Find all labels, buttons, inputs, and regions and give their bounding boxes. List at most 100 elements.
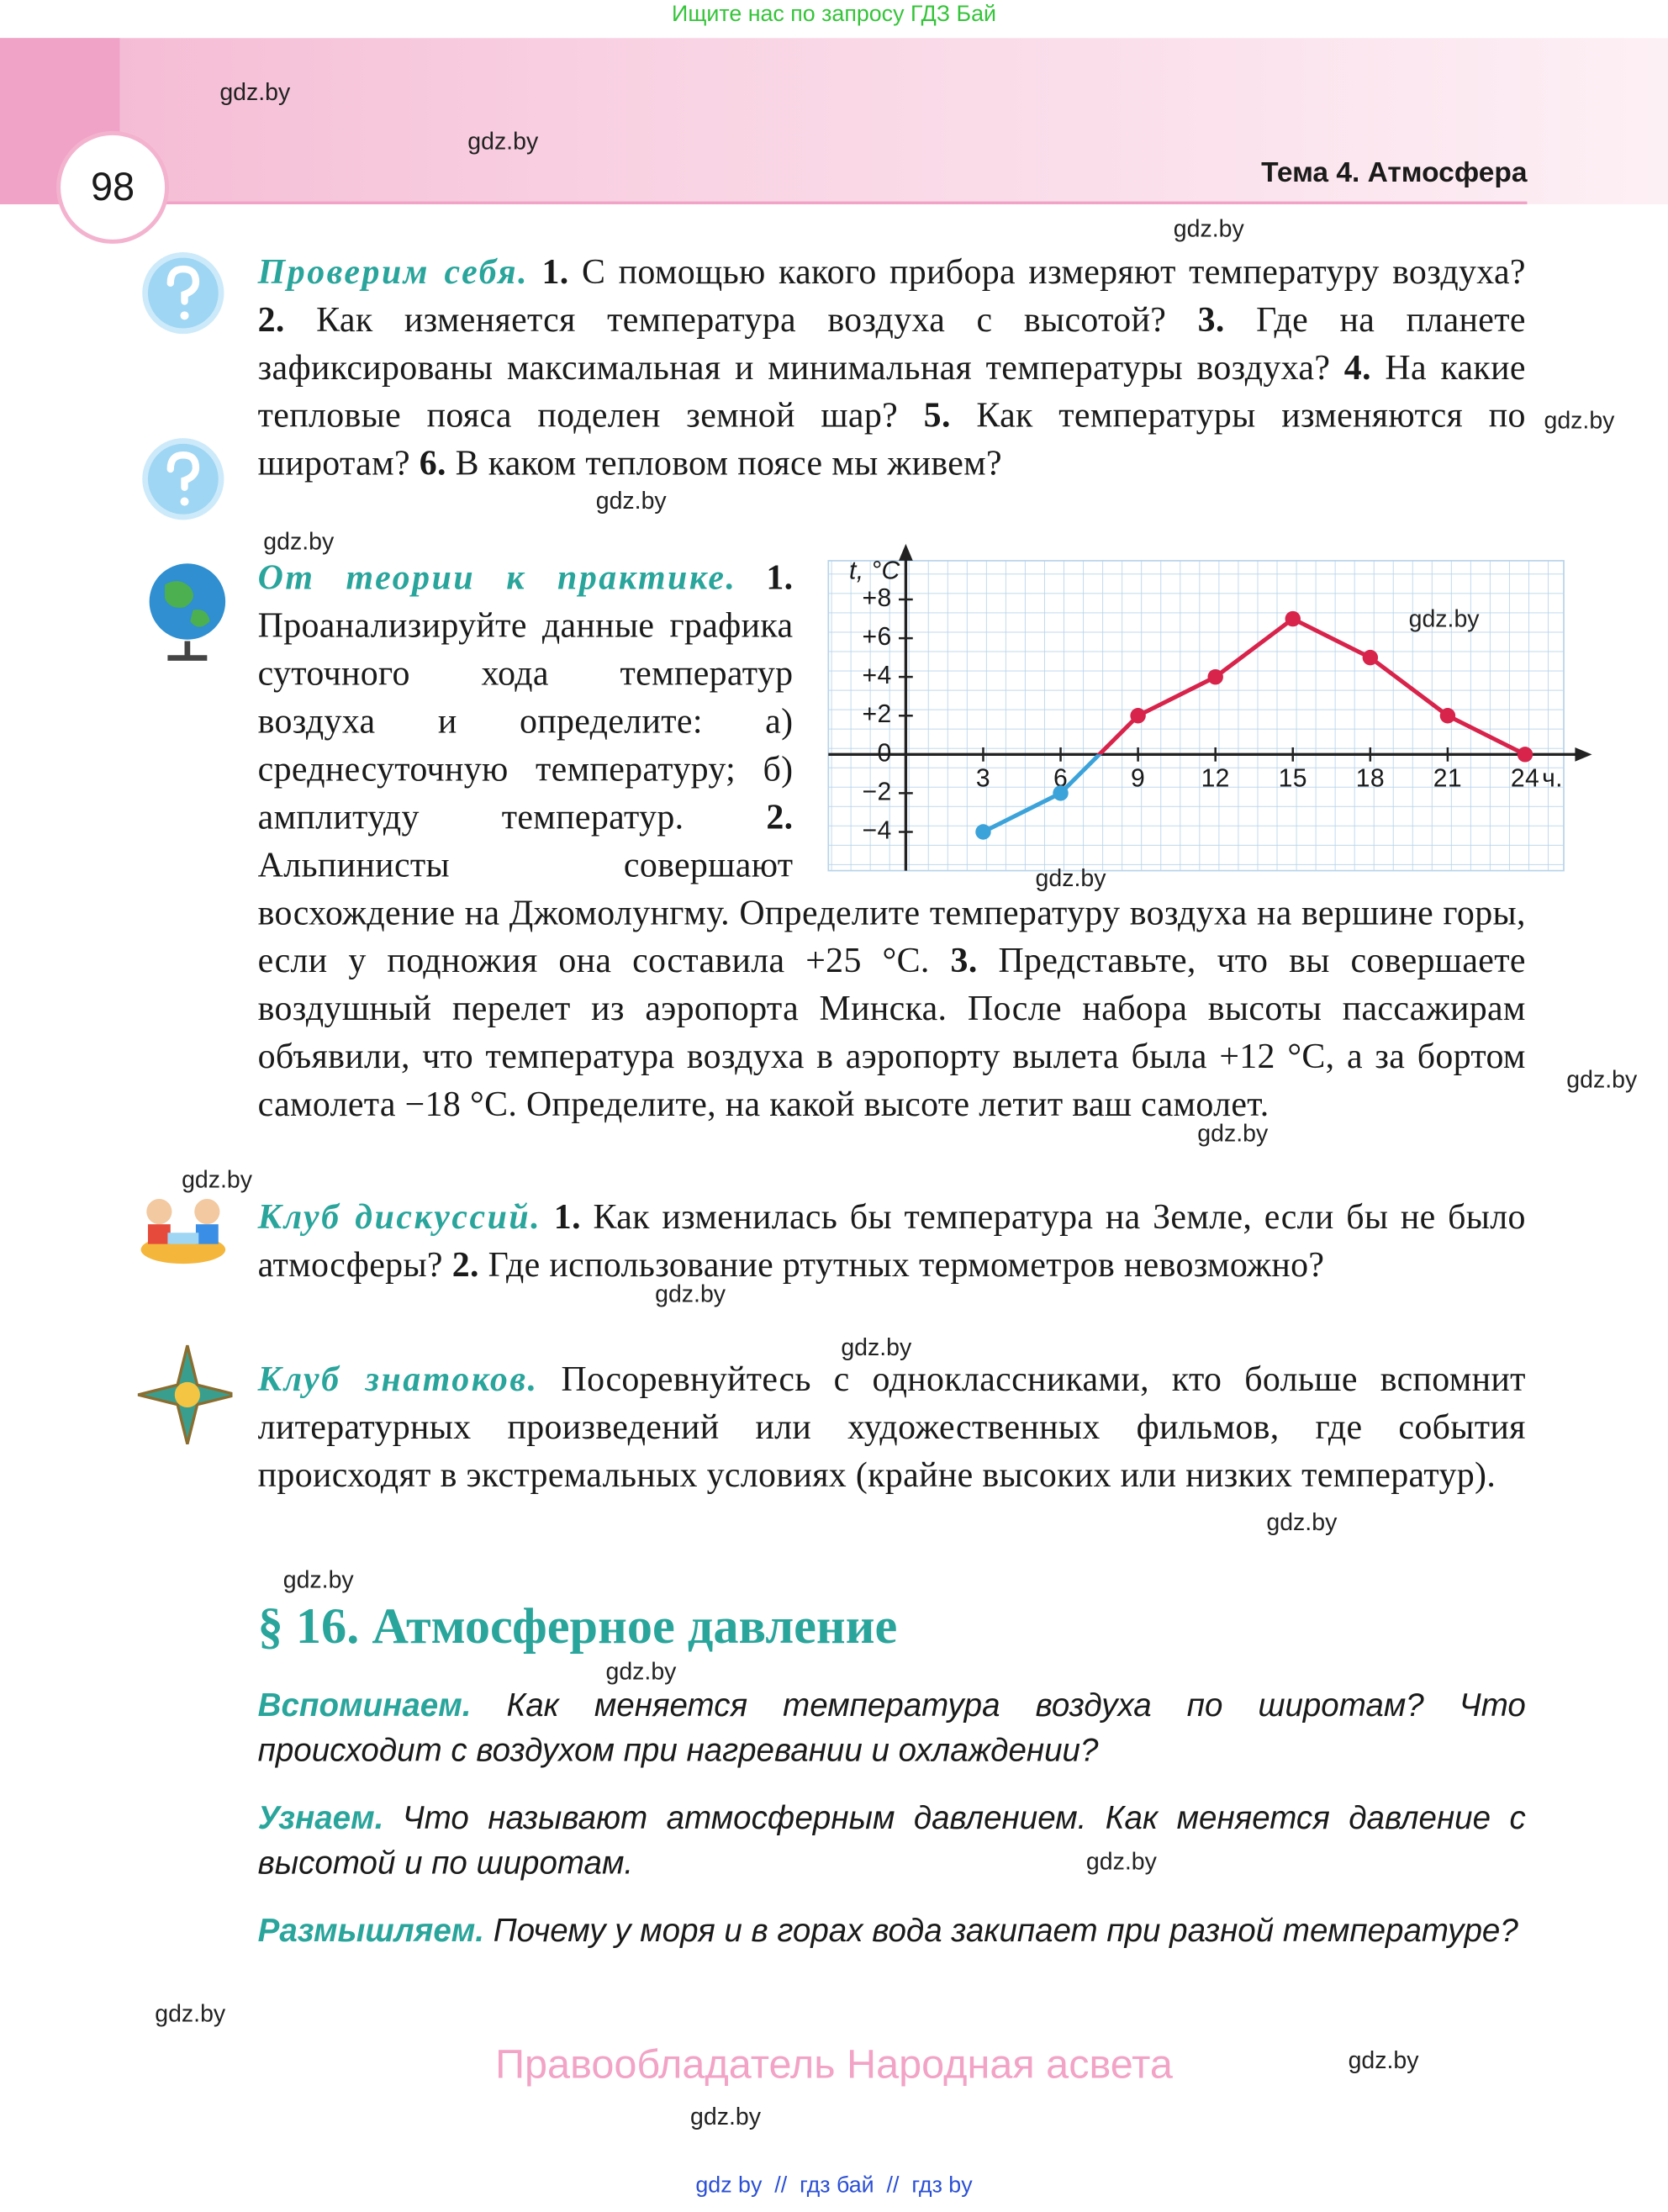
check-yourself: Проверим себя. 1. С помощью какого прибо… [258,250,1526,489]
watermark: gdz.by [841,1333,912,1361]
item-number: 1. [766,559,794,598]
x-axis-arrow [1575,747,1592,762]
page-number: 98 [56,130,170,244]
watermark: gdz.by [182,1166,253,1194]
item-number: 3. [1197,301,1225,340]
y-tick-label: +8 [863,584,892,612]
experts-club: Клуб знатоков. Посоревнуйтесь с одноклас… [258,1357,1526,1501]
top-banner: Ищите нас по запросу ГДЗ Бай [672,3,996,27]
watermark: gdz.by [1544,407,1615,435]
x-tick-label: 3 [976,764,990,792]
y-tick-label: −2 [863,778,892,805]
y-tick-label: −4 [863,816,892,844]
intro-label: Узнаем. [257,1798,384,1836]
watermark: gdz.by [1408,605,1480,633]
item-text: Как изменяется температура воздуха с выс… [316,301,1167,340]
intro-paragraph: Узнаем. Что называют атмосферным давлени… [258,1795,1526,1885]
globe-icon [149,563,226,661]
watermark: gdz.by [1266,1508,1338,1536]
watermark: gdz.by [155,2000,226,2028]
chart: +8 +6 +4 +2 0 −2 −4 3 6 9 12 15 18 21 24 t, °C ч. [827,543,1592,872]
intro-label: Размышляем. [257,1911,484,1949]
label: От теории к практике. [257,559,737,598]
line-negative [982,754,1525,834]
x-tick-label: 21 [1433,764,1462,792]
item-number: 6. [419,445,446,483]
intro-text: Почему у моря и в горах вода закипает пр… [493,1911,1518,1949]
x-tick-label: 24 [1511,764,1539,792]
x-tick-label: 18 [1356,764,1385,792]
intro-paragraph: Размышляем. Почему у моря и в горах вода… [258,1908,1526,1953]
point [1439,708,1456,724]
watermark: gdz.by [219,78,291,106]
x-tick-label: 15 [1279,764,1307,792]
watermark: gdz.by [263,528,335,556]
y-tick-label: 0 [878,739,892,767]
item-number: 4. [1343,349,1371,388]
item-text: Как изменилась бы температура на Земле, … [257,1199,1526,1285]
item-text: В каком тепловом поясе мы живем? [455,445,1002,483]
header-rule [118,201,1528,204]
discussion-club: Клуб дискуссий. 1. Как изменилась бы тем… [258,1195,1526,1291]
theory-to-practice: +8 +6 +4 +2 0 −2 −4 3 6 9 12 15 18 21 24 t, °C ч. От теор… [257,543,1592,1130]
watermark: gdz.by [595,487,667,515]
topic: Тема 4. Атмосфера [1261,157,1528,189]
item-text: Представьте, что вы совершаете воздушный… [257,942,1526,1125]
watermark: gdz.by [467,128,539,156]
intro-text: Как меняется температура воздуха по широ… [257,1686,1526,1769]
chart-box: +8 +6 +4 +2 0 −2 −4 3 6 9 12 15 18 21 24 t, °C ч. [793,543,1592,887]
x-tick-label: 12 [1201,764,1230,792]
item-text: Где использование ртутных термометров не… [488,1246,1325,1285]
item-text: Как температуры изменяются по широтам? [257,397,1526,483]
item-number: 2. [766,799,794,837]
point [975,824,991,840]
watermark: gdz.by [1035,864,1106,892]
y-axis-label: t, °C [849,557,900,584]
y-axis-arrow [899,543,913,561]
header-band [0,38,1668,204]
point [1207,668,1223,685]
label: Клуб знатоков. [257,1360,539,1399]
item-number: 3. [950,942,978,981]
watermark: gdz.by [690,2103,761,2130]
intro-text: Что называют атмосферным давлением. Как … [257,1798,1526,1882]
kids-icon [140,1199,226,1264]
item-text: Где на планете зафиксированы максимальна… [257,301,1526,388]
icons [137,251,233,1444]
item-number: 1. [541,253,569,292]
x-axis-label: ч. [1542,764,1563,792]
point [1053,785,1069,801]
intro-paragraph: Вспоминаем. Как меняется температура воз… [258,1682,1526,1772]
point [1362,649,1379,666]
watermark: gdz.by [1348,2046,1419,2074]
intro-label: Вспоминаем. [257,1686,472,1724]
watermark: gdz.by [1173,215,1244,243]
text: Посоревнуйтесь с одноклассниками, кто бо… [257,1360,1526,1495]
item-number: 2. [451,1246,479,1285]
point [1285,610,1301,627]
y-tick-label: +4 [863,662,892,689]
item-number: 5. [923,397,951,436]
x-tick-label: 6 [1053,764,1068,792]
item-number: 2. [257,301,285,340]
item-text: Альпинисты совершают восхождение на Джом… [257,847,1526,981]
item-text: На какие тепловые пояса поделен земной ш… [257,349,1526,436]
y-tick-label: +6 [863,623,892,651]
question-icon [142,438,224,520]
section-title: § 16. Атмосферное давление [257,1597,898,1655]
point [1517,747,1533,763]
item-number: 1. [553,1199,581,1238]
item-text: Проанализируйте данные графика суточного… [257,607,794,837]
x-tick-label: 9 [1131,764,1145,792]
line-positive [1096,616,1527,755]
watermark: gdz.by [655,1280,726,1308]
footer-links[interactable]: gdz by // гдз бай // гдз by [695,2173,973,2199]
watermark: gdz.by [1566,1066,1638,1094]
item-text: С помощью какого прибора измеряют темпер… [582,253,1526,292]
watermark: gdz.by [1085,1848,1157,1876]
copyright: Правообладатель Народная асвета [495,2042,1173,2088]
compass-icon [137,1344,233,1444]
question-icon [142,251,224,335]
label: Клуб дискуссий. [257,1199,542,1238]
